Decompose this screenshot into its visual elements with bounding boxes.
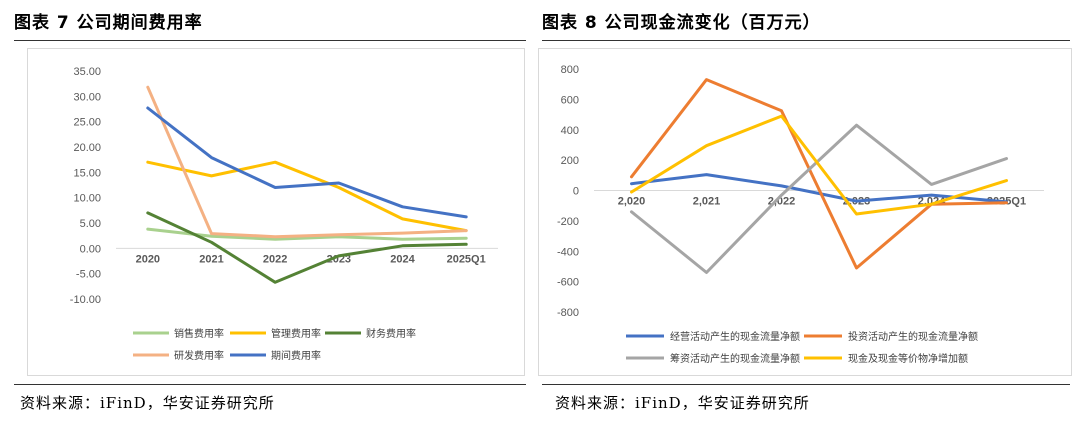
left-source-note: 资料来源：iFinD，华安证券研究所: [20, 394, 275, 412]
y-tick-label: 800: [561, 64, 579, 76]
legend-label: 投资活动产生的现金流量净额: [848, 330, 978, 343]
series-line: [630, 78, 1008, 270]
x-tick-label: 2,020: [618, 196, 646, 208]
legend-label: 销售费用率: [174, 327, 224, 340]
cash-flow-chart: 800 600 400 200 0 -200 -400 -600 -800 2,020 2,021 2…: [557, 64, 1044, 365]
series-line: [630, 123, 1008, 274]
y-tick-label: 20.00: [73, 142, 101, 154]
legend-label: 研发费用率: [174, 349, 224, 362]
y-tick-label: 25.00: [73, 117, 101, 129]
right-chart-frame: 800 600 400 200 0 -200 -400 -600 -800 2,020 2,021 2…: [538, 48, 1072, 376]
y-tick-label: -5.00: [76, 269, 101, 281]
y-tick-label: -200: [557, 216, 579, 228]
right-source-rule: [542, 384, 1070, 385]
y-tick-label: 5.00: [80, 218, 101, 230]
legend-label: 管理费用率: [271, 327, 321, 340]
y-tick-label: -800: [557, 307, 579, 319]
x-tick-label: 2021: [199, 253, 223, 265]
y-tick-label: 0: [573, 186, 579, 198]
x-tick-label: 2022: [263, 253, 287, 265]
y-tick-label: -10.00: [70, 294, 101, 306]
legend-label: 现金及现金等价物净增加额: [848, 352, 968, 365]
legend-label: 期间费用率: [271, 349, 321, 362]
right-title-rule: [542, 40, 1070, 41]
right-source-note: 资料来源：iFinD，华安证券研究所: [555, 394, 810, 412]
x-tick-label: 2020: [136, 253, 160, 265]
series-line: [146, 227, 468, 241]
x-tick-label: 2024: [390, 253, 415, 265]
left-chart-title: 图表 7 公司期间费用率: [14, 13, 203, 33]
legend-label: 财务费用率: [366, 327, 416, 340]
legend-label: 筹资活动产生的现金流量净额: [670, 352, 800, 365]
y-tick-label: 600: [561, 94, 579, 106]
y-tick-label: 10.00: [73, 193, 101, 205]
y-tick-label: 400: [561, 125, 579, 137]
y-tick-label: 35.00: [73, 66, 101, 78]
y-tick-label: -400: [557, 246, 579, 258]
series-line: [146, 106, 468, 219]
x-tick-label: 2,022: [768, 196, 796, 208]
right-chart-title: 图表 8 公司现金流变化（百万元）: [542, 13, 821, 33]
series-line: [146, 160, 468, 233]
series-line: [146, 85, 468, 239]
y-tick-label: -600: [557, 277, 579, 289]
x-tick-label: 2023: [327, 253, 351, 265]
x-tick-label: 2,021: [693, 196, 721, 208]
series-line: [630, 173, 1008, 204]
x-tick-label: 2025Q1: [447, 253, 486, 265]
left-source-rule: [14, 384, 526, 385]
series-line: [630, 114, 1008, 216]
y-tick-label: 30.00: [73, 91, 101, 103]
series-line: [146, 211, 468, 284]
y-tick-label: 200: [561, 155, 579, 167]
left-chart-frame: 35.00 30.00 25.00 20.00 15.00 10.00 5.00 0.00 -5…: [27, 48, 525, 376]
left-title-rule: [14, 40, 526, 41]
y-tick-label: 15.00: [73, 167, 101, 179]
legend-label: 经营活动产生的现金流量净额: [670, 330, 800, 343]
expense-ratio-chart: 35.00 30.00 25.00 20.00 15.00 10.00 5.00 0.00 -5…: [70, 66, 498, 362]
y-tick-label: 0.00: [80, 243, 101, 255]
